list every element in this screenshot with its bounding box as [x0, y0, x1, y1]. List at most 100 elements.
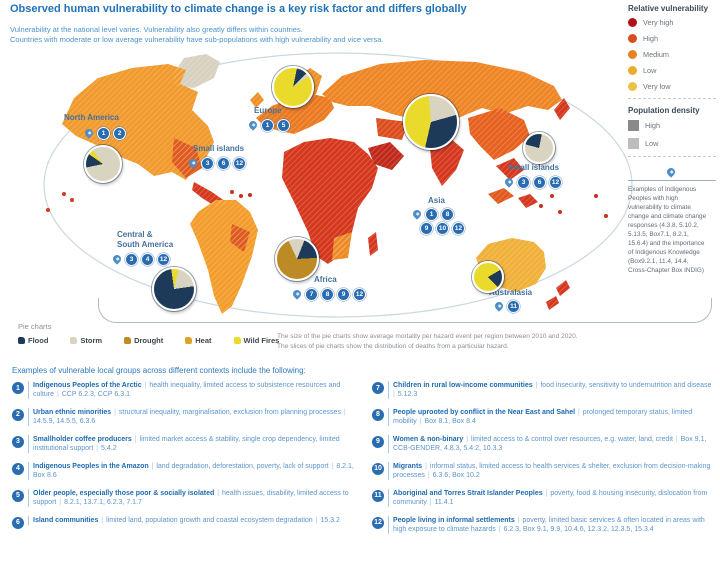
separator: | [329, 462, 336, 470]
vulnerability-label: Low [643, 66, 657, 75]
hazard-swatch-icon [18, 337, 25, 344]
separator: | [393, 391, 397, 399]
group-number-chip: 11 [372, 489, 384, 502]
group-description: poverty, limited basic services & often … [393, 516, 705, 534]
group-number-chip: 8 [372, 408, 384, 421]
group-name: People uprooted by conflict in the Near … [393, 408, 576, 416]
hazard-legend-item-flood: Flood [18, 336, 48, 345]
group-references: Box 9.1, CCB-GENDER, 4.8.3, 5.4.2, 10.3.… [393, 435, 707, 453]
density-legend-list: High Low [628, 120, 716, 149]
group-item-text: Women & non-binary | limited access to &… [388, 434, 716, 454]
group-name: Smallholder coffee producers [33, 435, 132, 443]
vulnerability-legend-item: Medium [628, 50, 716, 59]
group-list-item: 9 Women & non-binary | limited access to … [372, 434, 716, 454]
hazard-legend: Flood Storm Drought Heat Wild Fires [18, 336, 279, 345]
indigenous-peoples-note: Examples of Indigenous Peoples with high… [628, 186, 707, 274]
separator: | [313, 516, 320, 524]
map-panel-border [98, 298, 712, 323]
density-swatch-icon [628, 120, 639, 131]
group-description: health inequality, limited access to sub… [33, 382, 341, 399]
group-description: limited access to & control over resourc… [470, 435, 673, 443]
group-references: 8.2.1, 13.7.1, 6.2.3, 7.1.7 [64, 499, 142, 507]
group-list-item: 5 Older people, especially those poor & s… [12, 488, 362, 508]
group-item-text: Aboriginal and Torres Strait Islander Pe… [388, 488, 716, 508]
hazard-legend-item-storm: Storm [70, 336, 102, 345]
group-item-text: Children in rural low-income communities… [388, 381, 716, 400]
group-number-chip: 12 [372, 516, 384, 529]
legend-divider [628, 98, 716, 99]
group-item-text: Island communities | limited land, popul… [28, 515, 340, 526]
map-continents [46, 54, 608, 314]
groups-column-right: 7 Children in rural low-income communitie… [372, 381, 716, 535]
group-item-text: Indigenous Peoples of the Arctic | healt… [28, 381, 362, 400]
group-description: health issues, disability, limited acces… [33, 489, 349, 507]
group-description: food insecurity, sensitivity to undernut… [540, 382, 712, 389]
group-item-text: Indigenous Peoples in the Amazon | land … [28, 461, 362, 481]
group-references: 15.3.2 [320, 516, 340, 524]
figure-title: Observed human vulnerability to climate … [10, 3, 467, 15]
group-references: 5.12.3 [397, 391, 418, 399]
group-item-text: People uprooted by conflict in the Near … [388, 407, 716, 427]
separator: | [515, 516, 522, 524]
hazard-swatch-icon [70, 337, 78, 344]
figure-subtitle-line1: Vulnerability at the national level vari… [10, 25, 303, 34]
group-description: informal status, limited access to healt… [393, 462, 711, 480]
group-references: 6.3.6, Box 10.2 [432, 472, 480, 480]
density-label: Low [645, 139, 659, 148]
world-map [43, 52, 633, 318]
separator: | [142, 382, 149, 389]
separator: | [215, 489, 221, 497]
group-number-chip: 5 [12, 489, 24, 502]
group-list-item: 12 People living in informal settlements … [372, 515, 716, 535]
group-list-item: 3 Smallholder coffee producers | limited … [12, 434, 362, 454]
group-name: Indigenous Peoples in the Amazon [33, 462, 149, 470]
vulnerability-dot-icon [628, 34, 637, 43]
separator: | [425, 472, 432, 480]
group-references: 5.4.2 [101, 445, 117, 453]
density-legend-heading: Population density [628, 106, 700, 115]
group-name: Indigenous Peoples of the Arctic [33, 382, 142, 389]
density-label: High [645, 121, 661, 130]
legend-divider-2 [628, 156, 716, 157]
vulnerability-label: High [643, 34, 659, 43]
group-description: structural inequality, marginalisation, … [118, 408, 341, 416]
group-list-item: 11 Aboriginal and Torres Strait Islander … [372, 488, 716, 508]
separator: | [464, 435, 470, 443]
group-item-text: Migrants | informal status, limited acce… [388, 461, 716, 481]
group-number-chip: 3 [12, 435, 24, 448]
vulnerability-dot-icon [628, 50, 637, 59]
group-item-text: People living in informal settlements | … [388, 515, 716, 535]
separator: | [543, 489, 550, 497]
separator: | [417, 418, 424, 426]
separator: | [55, 391, 61, 399]
density-legend-item: High [628, 120, 716, 131]
vulnerability-label: Very high [643, 18, 674, 27]
separator: | [533, 382, 540, 389]
hazard-swatch-icon [233, 337, 241, 344]
separator: | [673, 435, 680, 443]
group-references: 6.2.3, Box 9.1, 9.9, 10.4.6, 12.3.2, 12.… [503, 526, 654, 534]
group-list-item: 1 Indigenous Peoples of the Arctic | heal… [12, 381, 362, 400]
group-references: 11.4.1 [434, 499, 454, 507]
separator: | [149, 462, 156, 470]
vulnerability-legend-item: High [628, 34, 716, 43]
vulnerability-legend-list: Very high High Medium Low Very low [628, 18, 716, 91]
group-number-chip: 7 [372, 382, 384, 394]
hazard-legend-item-heat: Heat [185, 336, 212, 345]
group-name: Older people, especially those poor & so… [33, 489, 215, 497]
vulnerability-legend-item: Very low [628, 82, 716, 91]
separator: | [423, 462, 429, 470]
group-description: poverty, food & housing insecurity, disl… [393, 489, 708, 507]
group-item-text: Older people, especially those poor & so… [28, 488, 362, 508]
group-description: prolonged temporary status, limited mobi… [393, 408, 693, 426]
hazard-swatch-icon [185, 337, 193, 344]
groups-column-left: 1 Indigenous Peoples of the Arctic | heal… [12, 381, 362, 529]
hazard-label: Storm [80, 336, 103, 345]
hazard-label: Drought [134, 336, 164, 345]
group-name: Island communities [33, 516, 99, 524]
group-item-text: Urban ethnic minorities | structural ine… [28, 407, 362, 427]
pie-charts-legend-heading: Pie charts [18, 322, 52, 331]
location-pin-icon [665, 166, 677, 178]
group-number-chip: 9 [372, 435, 384, 448]
vulnerability-legend-item: Low [628, 66, 716, 75]
